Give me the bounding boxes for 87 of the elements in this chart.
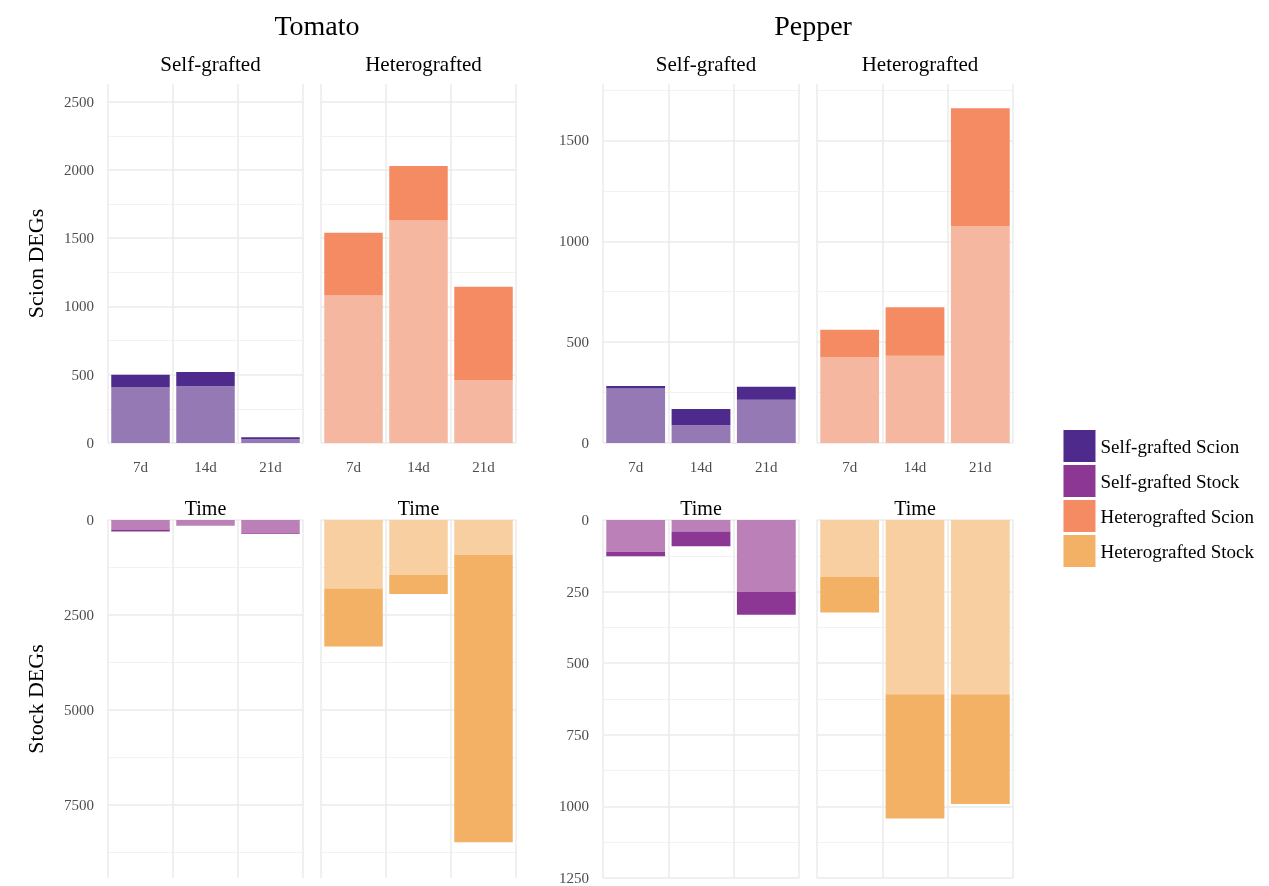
legend-label: Self-grafted Stock xyxy=(1100,470,1240,492)
bar xyxy=(389,165,448,221)
x-tick-label: 14d xyxy=(903,458,927,475)
bar xyxy=(820,520,880,577)
y-tick-label: 500 xyxy=(566,655,589,672)
y-tick-label: 250 xyxy=(566,583,589,600)
bar xyxy=(389,575,448,595)
bar xyxy=(454,554,513,843)
bar xyxy=(736,520,796,592)
bar xyxy=(324,588,383,647)
bar xyxy=(950,226,1010,443)
y-tick-label: 500 xyxy=(71,366,94,383)
bar xyxy=(454,286,513,381)
x-axis-title: Time xyxy=(680,497,722,519)
chart-subtitle: Heterografted xyxy=(861,51,979,76)
bar xyxy=(671,425,731,443)
y-axis-title: Scion DEGs xyxy=(22,208,48,319)
bar xyxy=(176,386,235,443)
y-tick-label: 2000 xyxy=(64,162,94,178)
bar xyxy=(736,386,796,400)
legend-label: Heterografted Stock xyxy=(1100,540,1255,562)
bar xyxy=(389,220,448,443)
x-tick-label: 7d xyxy=(628,458,644,475)
bar xyxy=(111,387,170,443)
x-tick-label: 21d xyxy=(259,458,283,475)
x-tick-label: 21d xyxy=(755,458,779,475)
x-tick-label: 14d xyxy=(407,458,431,475)
y-tick-label: 2500 xyxy=(64,607,94,624)
y-tick-label: 1500 xyxy=(64,230,94,247)
bar xyxy=(606,520,666,552)
bar xyxy=(950,694,1010,805)
x-axis-title: Time xyxy=(894,497,936,519)
bar xyxy=(736,591,796,615)
y-axis-title: Stock DEGs xyxy=(22,644,48,754)
y-tick-label: 1250 xyxy=(559,870,589,886)
y-tick-label: 1500 xyxy=(559,132,589,149)
x-tick-label: 14d xyxy=(689,458,713,475)
y-tick-label: 1000 xyxy=(559,798,589,815)
chart-subtitle: Self-grafted xyxy=(655,51,757,76)
y-tick-label: 5000 xyxy=(64,702,94,719)
bar xyxy=(820,576,880,613)
y-tick-label: 2500 xyxy=(64,93,94,110)
y-tick-label: 750 xyxy=(566,726,589,743)
bar xyxy=(671,408,731,426)
bar xyxy=(820,356,880,443)
bar xyxy=(606,385,666,389)
y-tick-label: 0 xyxy=(581,435,589,451)
bar xyxy=(885,355,945,443)
chart-title: Pepper xyxy=(774,9,853,41)
y-tick-label: 0 xyxy=(581,512,589,528)
bar xyxy=(324,520,383,589)
bar xyxy=(454,380,513,443)
bar xyxy=(176,372,235,387)
chart-title: Tomato xyxy=(274,9,360,41)
bar xyxy=(885,694,945,819)
bar xyxy=(324,232,383,296)
bar xyxy=(736,399,796,443)
bar xyxy=(606,388,666,443)
x-axis-title: Time xyxy=(397,497,440,519)
x-tick-label: 21d xyxy=(472,458,496,475)
y-tick-label: 7500 xyxy=(64,797,94,814)
y-tick-label: 500 xyxy=(566,334,589,351)
chart-subtitle: Heterografted xyxy=(365,51,483,76)
x-axis-title: Time xyxy=(184,497,227,519)
x-tick-label: 7d xyxy=(346,458,362,475)
bar xyxy=(389,520,448,576)
bar xyxy=(820,329,880,357)
y-tick-label: 0 xyxy=(86,435,94,451)
bar xyxy=(950,108,1010,227)
x-tick-label: 7d xyxy=(842,458,858,475)
legend-label: Self-grafted Scion xyxy=(1100,435,1240,457)
bar xyxy=(885,520,945,695)
bar xyxy=(454,520,513,555)
y-tick-label: 1000 xyxy=(64,298,94,315)
bar xyxy=(885,307,945,356)
legend-label: Heterografted Scion xyxy=(1100,505,1255,527)
bar xyxy=(671,520,731,532)
x-tick-label: 14d xyxy=(194,458,218,475)
y-tick-label: 1000 xyxy=(559,233,589,250)
bar xyxy=(324,295,383,443)
bar xyxy=(950,520,1010,695)
x-tick-label: 7d xyxy=(133,458,149,475)
chart-subtitle: Self-grafted xyxy=(160,51,262,76)
bar xyxy=(671,531,731,547)
bar xyxy=(111,374,170,388)
x-tick-label: 21d xyxy=(969,458,993,475)
y-tick-label: 0 xyxy=(86,512,94,528)
